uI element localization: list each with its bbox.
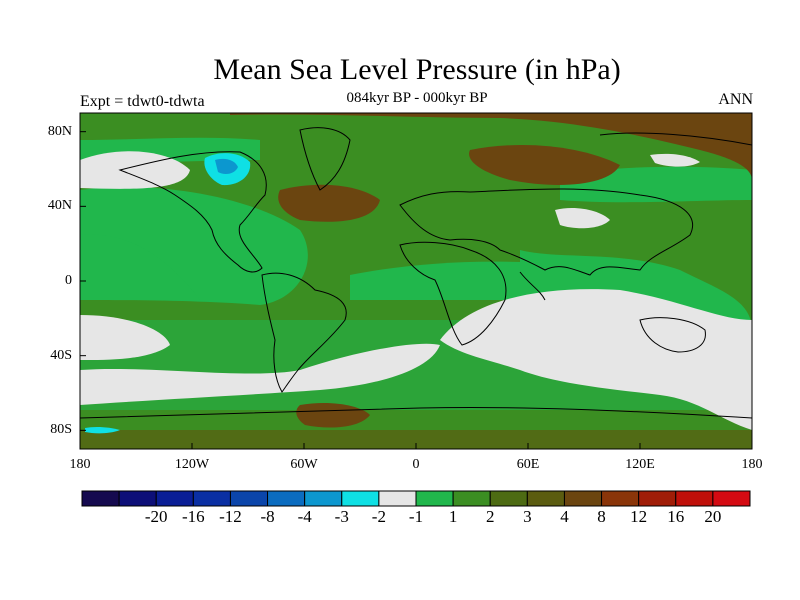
colorbar-label: 16 <box>667 507 685 526</box>
colorbar-swatch <box>563 490 603 507</box>
lon-tick-label: 180 <box>741 457 763 472</box>
season-label: ANN <box>718 91 753 108</box>
lon-tick-label: 120E <box>625 457 655 472</box>
lat-tick-label: 80S <box>50 422 72 438</box>
colorbar-label: -8 <box>260 507 275 526</box>
colorbar-swatch <box>155 490 194 507</box>
lon-tick-label: 60E <box>516 457 540 472</box>
colorbar-swatch <box>489 490 528 507</box>
colorbar-label: 2 <box>485 507 495 526</box>
colorbar-swatch <box>675 490 714 507</box>
colorbar-label: -4 <box>297 507 312 526</box>
colorbar-label: -12 <box>219 507 242 526</box>
colorbar-swatch <box>526 490 565 507</box>
colorbar-label: -3 <box>334 507 349 526</box>
colorbar-swatch <box>712 490 751 507</box>
colorbar-swatch <box>81 490 120 507</box>
experiment-label: Expt = tdwt0-tdwta <box>80 93 205 110</box>
colorbar-swatch <box>601 490 640 507</box>
lon-tick-label: 0 <box>412 457 420 472</box>
colorbar-swatch <box>192 490 231 507</box>
axis-ticks <box>79 131 753 449</box>
lat-tick-label: 80N <box>47 123 72 139</box>
colorbar-swatch <box>229 490 269 507</box>
map-title: Mean Sea Level Pressure (in hPa) <box>213 53 621 86</box>
colorbar-label: 3 <box>523 507 532 526</box>
colorbar-label: 1 <box>448 507 458 526</box>
colorbar-swatch <box>341 490 380 507</box>
pressure-field <box>80 113 752 449</box>
lat-tick-label: 0 <box>65 273 72 288</box>
colorbar-label: -1 <box>408 507 424 526</box>
colorbar-label: -20 <box>144 507 168 526</box>
colorbar-label: -16 <box>181 507 205 526</box>
lon-tick-label: 180 <box>69 457 91 472</box>
colorbar-swatch <box>267 490 306 507</box>
colorbar-swatch <box>638 490 677 507</box>
lon-tick-label: 120W <box>174 457 210 472</box>
colorbar-label: 4 <box>560 507 569 526</box>
colorbar <box>81 490 751 507</box>
colorbar-swatch <box>304 490 343 507</box>
colorbar-swatch <box>415 490 454 507</box>
coastlines <box>80 127 752 419</box>
map-subtitle: 084kyr BP - 000kyr BP <box>346 90 488 106</box>
lat-tick-label: 40S <box>50 347 72 363</box>
colorbar-swatch <box>378 490 417 507</box>
colorbar-label: 20 <box>704 507 722 526</box>
lat-tick-label: 40N <box>47 198 72 214</box>
lon-tick-label: 60W <box>290 457 318 472</box>
colorbar-label: 12 <box>630 507 648 526</box>
colorbar-swatch <box>118 490 157 507</box>
colorbar-label: 8 <box>597 507 606 526</box>
colorbar-label: -2 <box>371 507 386 526</box>
colorbar-swatch <box>452 490 491 507</box>
